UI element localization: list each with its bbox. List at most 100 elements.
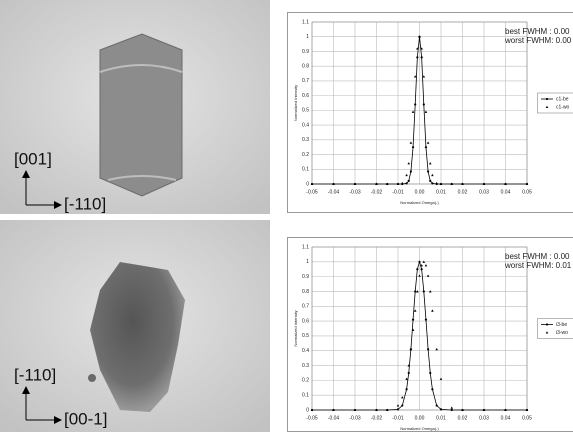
data-point [435, 347, 438, 351]
chart-frame [287, 237, 573, 432]
data-point [504, 408, 507, 411]
x-tick-label: -0.04 [328, 189, 340, 195]
x-tick-label: 0.00 [415, 189, 425, 195]
x-tick-label: 0.03 [479, 189, 489, 195]
arrow-head [54, 416, 62, 424]
data-point [385, 408, 389, 411]
data-point [405, 388, 408, 391]
data-point [407, 371, 410, 375]
annotation: worst FWHM: 0.01 [504, 261, 572, 270]
data-point [411, 318, 415, 321]
data-point [418, 274, 421, 277]
data-point [461, 182, 464, 185]
x-tick-label: 0.04 [501, 415, 511, 421]
y-tick-label: 0.5 [302, 333, 309, 339]
data-point [426, 274, 430, 277]
data-point [428, 290, 432, 293]
data-point [409, 347, 413, 351]
annotation: best FWHM : 0.00 [505, 252, 570, 261]
y-tick-label: 0.9 [302, 274, 309, 280]
data-point [420, 47, 423, 50]
data-point [418, 260, 421, 263]
y-tick-label: 0.7 [302, 304, 309, 310]
data-point [409, 170, 412, 173]
x-tick-label: 0.02 [458, 415, 468, 421]
data-point [431, 173, 434, 177]
legend-label: c1-be [556, 96, 569, 102]
y-tick-label: 0.3 [302, 137, 309, 143]
data-point [416, 56, 419, 59]
direction-label: [001] [14, 149, 52, 168]
x-tick-label: -0.03 [349, 189, 361, 195]
crystal-edge [107, 175, 177, 181]
arrow-head [54, 201, 62, 209]
data-point [525, 408, 529, 411]
data-point [405, 377, 408, 380]
legend-swatch [545, 105, 549, 108]
data-point [407, 162, 411, 165]
data-point [431, 388, 434, 391]
data-point [504, 182, 507, 185]
legend-label: i3-wo [556, 330, 568, 336]
data-point [422, 103, 425, 106]
data-point [405, 173, 408, 177]
data-point [411, 146, 415, 149]
data-point [439, 408, 443, 411]
plot-border [311, 21, 528, 185]
data-point [407, 364, 411, 367]
data-point [409, 141, 413, 144]
data-point [411, 110, 415, 113]
legend-swatch [545, 331, 549, 334]
x-tick-label: -0.01 [392, 189, 404, 195]
x-tick-label: 0.01 [436, 415, 446, 421]
data-point [439, 377, 443, 380]
data-point [435, 404, 438, 407]
crystal [99, 33, 183, 197]
data-point [353, 182, 357, 185]
y-axis-label: Normalized Intensity [293, 85, 298, 121]
y-tick-label: 0.4 [302, 122, 309, 128]
direction-label: [-110] [14, 365, 56, 384]
y-axis-label: Normalized Intensity [293, 310, 298, 346]
data-point [424, 318, 428, 321]
data-point [431, 182, 434, 185]
y-tick-label: 0.8 [302, 289, 309, 295]
y-tick-label: 1.1 [302, 244, 309, 250]
x-tick-label: -0.03 [349, 415, 361, 421]
data-point [416, 268, 419, 271]
direction-label: [00-1] [64, 409, 107, 428]
data-point [375, 408, 378, 411]
y-tick-label: 0.1 [302, 167, 309, 173]
x-tick-label: 0.00 [415, 415, 425, 421]
data-point [461, 408, 464, 411]
data-point [396, 408, 400, 411]
data-point [420, 56, 423, 59]
x-tick-label: -0.02 [371, 189, 383, 195]
arrow-head [22, 170, 30, 178]
data-point [450, 406, 454, 409]
data-point [420, 264, 423, 267]
y-tick-label: 0.6 [302, 318, 309, 324]
data-point [413, 75, 417, 78]
data-point [418, 35, 421, 38]
data-point [332, 408, 335, 411]
y-tick-label: 0.9 [302, 49, 309, 55]
data-point [420, 268, 423, 271]
legend-label: i3-be [556, 322, 567, 328]
data-point [396, 182, 400, 185]
annotation: worst FWHM: 0.00 [504, 36, 572, 45]
data-point [422, 260, 426, 263]
y-tick-label: 0.2 [302, 152, 309, 158]
annotation: best FWHM : 0.00 [505, 27, 570, 36]
y-tick-label: 0.2 [302, 378, 309, 384]
data-point [428, 162, 432, 165]
y-tick-label: 1.1 [302, 19, 309, 25]
y-tick-label: 0.3 [302, 363, 309, 369]
x-axis-label: Normalized Omega(-) [400, 426, 439, 431]
data-point [413, 309, 417, 312]
data-point [401, 396, 404, 399]
x-axis-label: Normalized Omega(-) [400, 200, 439, 205]
x-tick-label: 0.05 [522, 189, 532, 195]
